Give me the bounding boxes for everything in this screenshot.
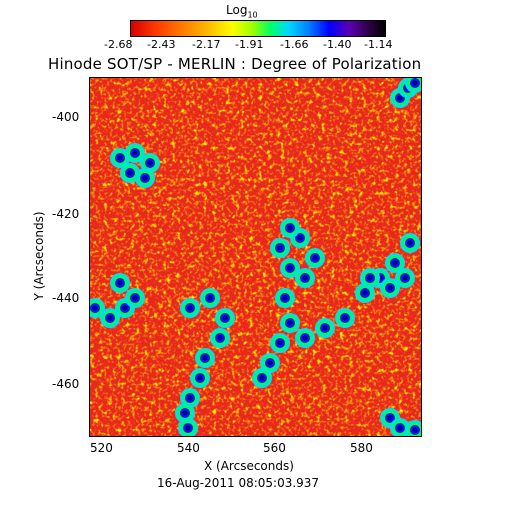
colorbar-tick-label: -1.40 bbox=[323, 38, 352, 51]
network-blob bbox=[197, 375, 203, 381]
network-blob bbox=[117, 280, 123, 286]
network-blob bbox=[342, 315, 348, 321]
y-tick-label: -460 bbox=[52, 377, 80, 391]
network-blob bbox=[282, 295, 288, 301]
network-blob bbox=[387, 415, 393, 421]
network-blob bbox=[107, 315, 113, 321]
x-tick-label: 580 bbox=[350, 441, 373, 455]
colorbar-tick-label: -1.14 bbox=[364, 38, 393, 51]
plot-title: Hinode SOT/SP - MERLIN : Degree of Polar… bbox=[48, 55, 422, 73]
network-blob bbox=[367, 275, 373, 281]
network-blob bbox=[127, 170, 133, 176]
network-blob bbox=[287, 265, 293, 271]
network-lanes bbox=[90, 78, 421, 436]
network-blob bbox=[397, 425, 403, 431]
polarization-map bbox=[89, 77, 422, 437]
network-blob bbox=[362, 290, 368, 296]
network-blob bbox=[185, 425, 191, 431]
colorbar bbox=[130, 20, 386, 37]
network-blob bbox=[202, 355, 208, 361]
y-tick-label: -440 bbox=[52, 291, 80, 305]
network-blob bbox=[117, 155, 123, 161]
network-blob bbox=[312, 255, 318, 261]
timestamp: 16-Aug-2011 08:05:03.937 bbox=[157, 476, 320, 490]
colorbar-title: Log10 bbox=[226, 3, 258, 20]
network-blob bbox=[297, 235, 303, 241]
network-blob bbox=[412, 427, 418, 433]
network-blob bbox=[392, 260, 398, 266]
y-axis-label: Y (Arcseconds) bbox=[32, 211, 46, 301]
x-tick-label: 560 bbox=[263, 441, 286, 455]
network-blob bbox=[407, 240, 413, 246]
network-blob bbox=[187, 305, 193, 311]
colorbar-tick-label: -2.17 bbox=[192, 38, 221, 51]
network-blob bbox=[132, 150, 138, 156]
network-blob bbox=[207, 295, 213, 301]
network-blob bbox=[142, 175, 148, 181]
colorbar-tick-label: -1.66 bbox=[280, 38, 309, 51]
network-blob bbox=[92, 305, 98, 311]
network-blob bbox=[259, 375, 265, 381]
network-blob bbox=[322, 325, 328, 331]
network-blob bbox=[182, 410, 188, 416]
y-tick-label: -420 bbox=[52, 207, 80, 221]
network-blob bbox=[412, 80, 418, 86]
x-axis-label: X (Arcseconds) bbox=[204, 459, 294, 473]
network-blob bbox=[147, 160, 153, 166]
network-blob bbox=[222, 315, 228, 321]
x-tick-label: 540 bbox=[177, 441, 200, 455]
network-blob bbox=[397, 95, 403, 101]
y-tick-label: -400 bbox=[52, 110, 80, 124]
network-blob bbox=[302, 275, 308, 281]
network-blob bbox=[277, 245, 283, 251]
colorbar-tick-label: -2.68 bbox=[104, 38, 133, 51]
network-blob bbox=[267, 360, 273, 366]
colorbar-tick-label: -2.43 bbox=[147, 38, 176, 51]
network-blob bbox=[132, 295, 138, 301]
network-blob bbox=[402, 275, 408, 281]
network-blob bbox=[277, 340, 283, 346]
x-tick-label: 520 bbox=[90, 441, 113, 455]
network-blob bbox=[217, 335, 223, 341]
network-blob bbox=[122, 305, 128, 311]
network-blob bbox=[187, 395, 193, 401]
network-blob bbox=[287, 320, 293, 326]
colorbar-tick-label: -1.91 bbox=[235, 38, 264, 51]
network-blob bbox=[287, 225, 293, 231]
network-blob bbox=[387, 285, 393, 291]
network-blob bbox=[302, 335, 308, 341]
